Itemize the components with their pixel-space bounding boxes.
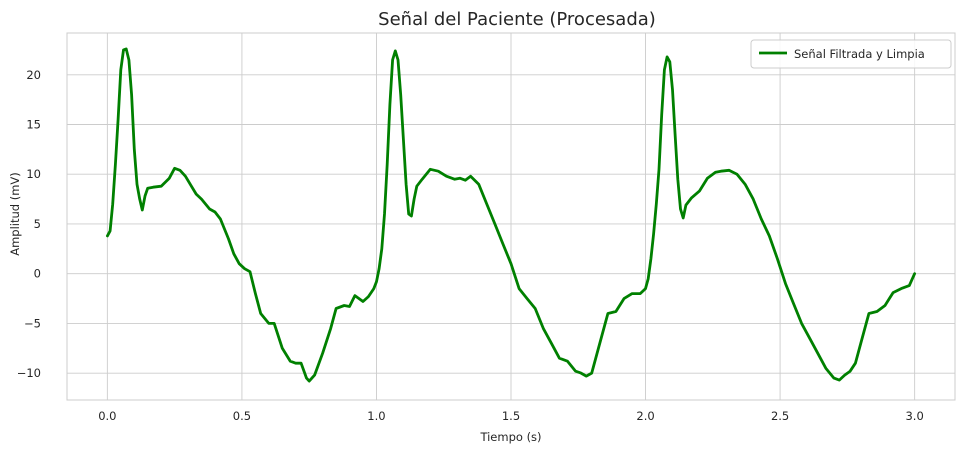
legend-box bbox=[750, 39, 952, 69]
x-tick-label: 2.5 bbox=[771, 409, 789, 423]
x-tick-label: 2.0 bbox=[636, 409, 654, 423]
x-tick-label: 1.5 bbox=[502, 409, 520, 423]
x-tick-label: 0.0 bbox=[98, 409, 116, 423]
legend-label: Señal Filtrada y Limpia bbox=[794, 47, 925, 61]
y-tick-label: 15 bbox=[26, 118, 41, 132]
x-axis-label: Tiempo (s) bbox=[479, 430, 541, 444]
x-tick-labels: 0.0 0.5 1.0 1.5 2.0 2.5 3.0 bbox=[98, 409, 924, 423]
x-tick-label: 3.0 bbox=[905, 409, 923, 423]
y-tick-labels: −10 −5 0 5 10 15 20 bbox=[17, 68, 41, 380]
y-axis-label: Amplitud (mV) bbox=[8, 172, 22, 256]
x-tick-label: 0.5 bbox=[233, 409, 251, 423]
vertical-gridlines bbox=[106, 33, 916, 400]
y-tick-label: 10 bbox=[26, 167, 41, 181]
y-tick-label: 20 bbox=[26, 68, 41, 82]
plot-frame bbox=[66, 32, 956, 401]
horizontal-gridlines bbox=[67, 74, 955, 374]
y-tick-label: 5 bbox=[34, 217, 41, 231]
series-line bbox=[106, 47, 916, 383]
legend: Señal Filtrada y Limpia bbox=[750, 39, 952, 69]
y-tick-label: −10 bbox=[17, 366, 41, 380]
y-tick-label: 0 bbox=[34, 267, 41, 281]
x-tick-label: 1.0 bbox=[367, 409, 385, 423]
y-tick-label: −5 bbox=[24, 316, 41, 330]
chart-title: Señal del Paciente (Procesada) bbox=[378, 9, 656, 30]
